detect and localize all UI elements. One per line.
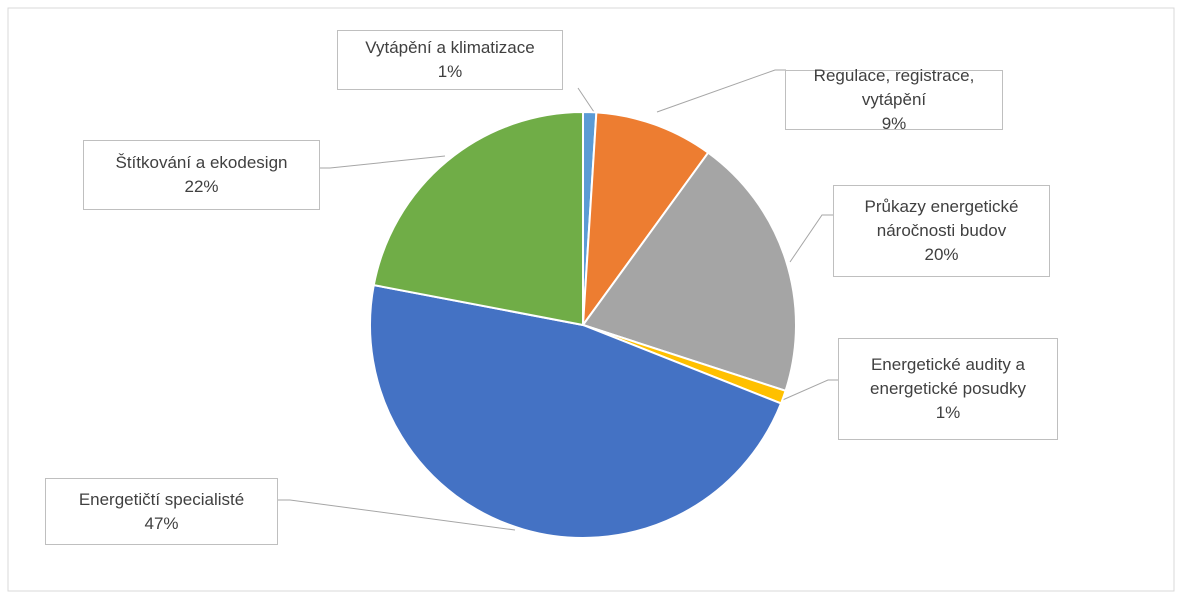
value-label: 1% xyxy=(437,62,463,81)
pie-slice xyxy=(372,110,584,327)
data-label-box: Regulace, registrace, vytápění 9% xyxy=(785,66,1003,133)
value-label: 20% xyxy=(924,245,959,264)
pie-slice xyxy=(369,283,783,539)
data-label-box: Energetičtí specialisté 47% xyxy=(45,478,278,545)
leader-line xyxy=(320,155,446,169)
leader-line xyxy=(577,87,595,113)
category-label: Vytápění a klimatizace xyxy=(365,38,535,57)
value-label: 1% xyxy=(935,403,961,422)
data-label-box: Průkazy energetické náročnosti budov 20% xyxy=(833,185,1050,277)
leader-line xyxy=(777,379,839,403)
pie-slice xyxy=(581,111,710,329)
data-label-box: Energetické audity a energetické posudky… xyxy=(838,338,1058,440)
leader-lines xyxy=(278,69,839,531)
pie-slice xyxy=(581,151,797,393)
value-label: 22% xyxy=(184,177,219,196)
value-label: 47% xyxy=(144,513,179,533)
category-label: Energetičtí specialisté xyxy=(78,489,245,509)
leader-line xyxy=(789,214,834,263)
data-label-box: Štítkování a ekodesign 22% xyxy=(83,140,320,210)
leader-line xyxy=(656,69,786,113)
slices xyxy=(369,110,797,539)
category-label: Regulace, registrace, vytápění xyxy=(813,66,975,109)
category-label: Energetické audity a energetické posudky xyxy=(870,355,1026,398)
data-label-box: Vytápění a klimatizace 1% xyxy=(337,30,563,90)
leader-line xyxy=(278,499,516,531)
category-label: Průkazy energetické náročnosti budov xyxy=(864,197,1019,240)
category-label: Štítkování a ekodesign xyxy=(115,153,288,172)
value-label: 9% xyxy=(881,114,907,133)
